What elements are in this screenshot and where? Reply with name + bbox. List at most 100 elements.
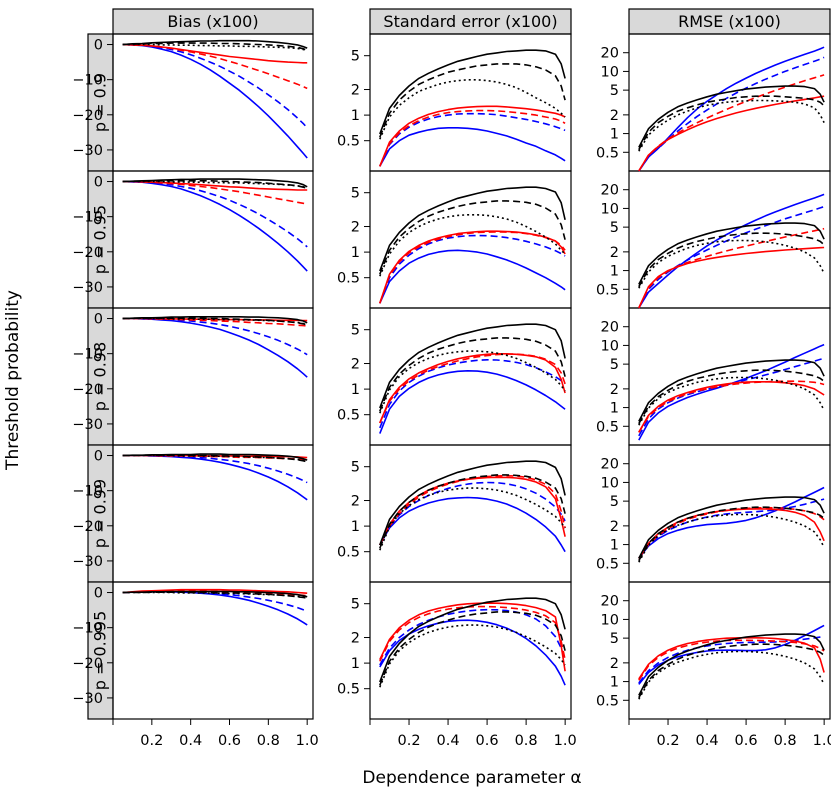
y-tick-label: −20: [72, 245, 103, 261]
x-tick-label: 0.6: [218, 733, 241, 749]
y-tick-label: 0.5: [596, 145, 619, 161]
series-blue-solid: [379, 127, 566, 167]
x-tick-label: 1.0: [554, 733, 577, 749]
column-strip: [369, 8, 572, 35]
series-black-solid: [379, 460, 566, 546]
series-black-dashed: [638, 232, 825, 288]
series-red-solid: [638, 381, 825, 433]
series-black-dotted: [638, 239, 825, 289]
row-label: p = 0.99: [91, 479, 110, 548]
y-tick-label: 5: [610, 357, 619, 373]
series-black-solid: [122, 453, 308, 461]
series-blue-dashed: [379, 359, 566, 429]
y-tick-label: 1: [351, 245, 360, 261]
series-blue-dashed: [379, 608, 566, 666]
series-black-solid: [379, 597, 566, 683]
series-black-solid: [379, 49, 566, 135]
y-tick-label: 0.5: [596, 282, 619, 298]
y-tick-label: 5: [610, 631, 619, 647]
series-black-dotted: [638, 376, 825, 426]
series-red-dashed: [379, 109, 566, 167]
y-tick-label: 1: [351, 108, 360, 124]
x-tick-label: 0.6: [476, 733, 499, 749]
series-blue-solid: [638, 193, 825, 309]
series-black-dashed: [379, 200, 566, 275]
y-tick-label: 0.5: [337, 271, 360, 287]
y-tick-label: 20: [601, 594, 619, 610]
series-black-dotted: [122, 180, 308, 189]
series-black-solid: [638, 496, 825, 559]
series-red-dashed: [379, 353, 566, 424]
series-black-solid: [122, 178, 308, 188]
series-black-dotted: [379, 350, 566, 414]
y-tick-label: 2: [351, 83, 360, 99]
series-black-solid: [122, 39, 308, 49]
column-title: Standard error (x100): [383, 12, 557, 31]
series-black-solid: [638, 222, 825, 285]
series-black-dotted: [379, 214, 566, 277]
series-red-dashed: [638, 380, 825, 433]
series-black-solid: [638, 359, 825, 422]
y-tick-label: 5: [610, 220, 619, 236]
y-tick-label: 20: [601, 457, 619, 473]
y-tick-label: 10: [601, 475, 619, 491]
y-tick-label: 0.5: [596, 556, 619, 572]
y-tick-label: 0.5: [596, 693, 619, 709]
series-red-solid: [122, 588, 308, 594]
y-tick-label: 5: [610, 494, 619, 510]
y-tick-label: 2: [610, 108, 619, 124]
row-label: p = 0.9: [91, 73, 110, 132]
y-tick-label: 20: [601, 46, 619, 62]
y-tick-label: 0.5: [337, 134, 360, 150]
y-tick-label: 0: [94, 175, 103, 191]
y-tick-label: 2: [610, 382, 619, 398]
series-black-dashed: [379, 611, 566, 686]
y-tick-label: 2: [610, 519, 619, 535]
y-tick-label: −30: [72, 143, 103, 159]
series-black-dashed: [638, 643, 825, 699]
y-tick-label: 1: [610, 264, 619, 280]
x-tick-label: 0.6: [735, 733, 758, 749]
x-axis-title: Dependence parameter α: [362, 768, 581, 788]
series-blue-dashed: [638, 205, 825, 309]
y-tick-label: −20: [72, 519, 103, 535]
x-tick-label: 1.0: [296, 733, 319, 749]
series-black-solid: [379, 323, 566, 409]
y-tick-label: 0.5: [596, 419, 619, 435]
series-blue-solid: [379, 496, 566, 553]
column-title: Bias (x100): [167, 12, 258, 31]
y-tick-label: −10: [72, 347, 103, 363]
series-red-dashed: [122, 43, 308, 90]
series-blue-dashed: [122, 180, 308, 248]
series-red-solid: [379, 230, 566, 304]
x-tick-label: 1.0: [813, 733, 831, 749]
series-black-solid: [122, 590, 308, 598]
y-tick-label: 5: [351, 49, 360, 65]
series-red-solid: [122, 317, 308, 322]
y-tick-label: 20: [601, 183, 619, 199]
y-tick-label: 2: [351, 220, 360, 236]
x-tick-label: 0.4: [696, 733, 719, 749]
series-black-dotted: [122, 317, 308, 326]
series-black-dashed: [638, 95, 825, 151]
series-black-dotted: [122, 591, 308, 599]
y-tick-label: 1: [610, 538, 619, 554]
column-strip: [112, 8, 314, 35]
x-tick-label: 0.2: [656, 733, 679, 749]
x-tick-label: 0.2: [397, 733, 420, 749]
series-black-solid: [379, 186, 566, 272]
series-black-dashed: [379, 63, 566, 138]
series-blue-solid: [379, 249, 566, 304]
series-black-dotted: [122, 43, 308, 52]
y-tick-label: −20: [72, 656, 103, 672]
y-tick-label: 2: [351, 494, 360, 510]
y-tick-label: 0: [94, 586, 103, 602]
series-blue-solid: [638, 46, 825, 172]
y-tick-label: 10: [601, 338, 619, 354]
y-tick-label: 2: [351, 357, 360, 373]
y-tick-label: 1: [610, 401, 619, 417]
y-tick-label: −30: [72, 280, 103, 296]
series-blue-solid: [379, 370, 566, 434]
panel-frame: [369, 581, 572, 720]
